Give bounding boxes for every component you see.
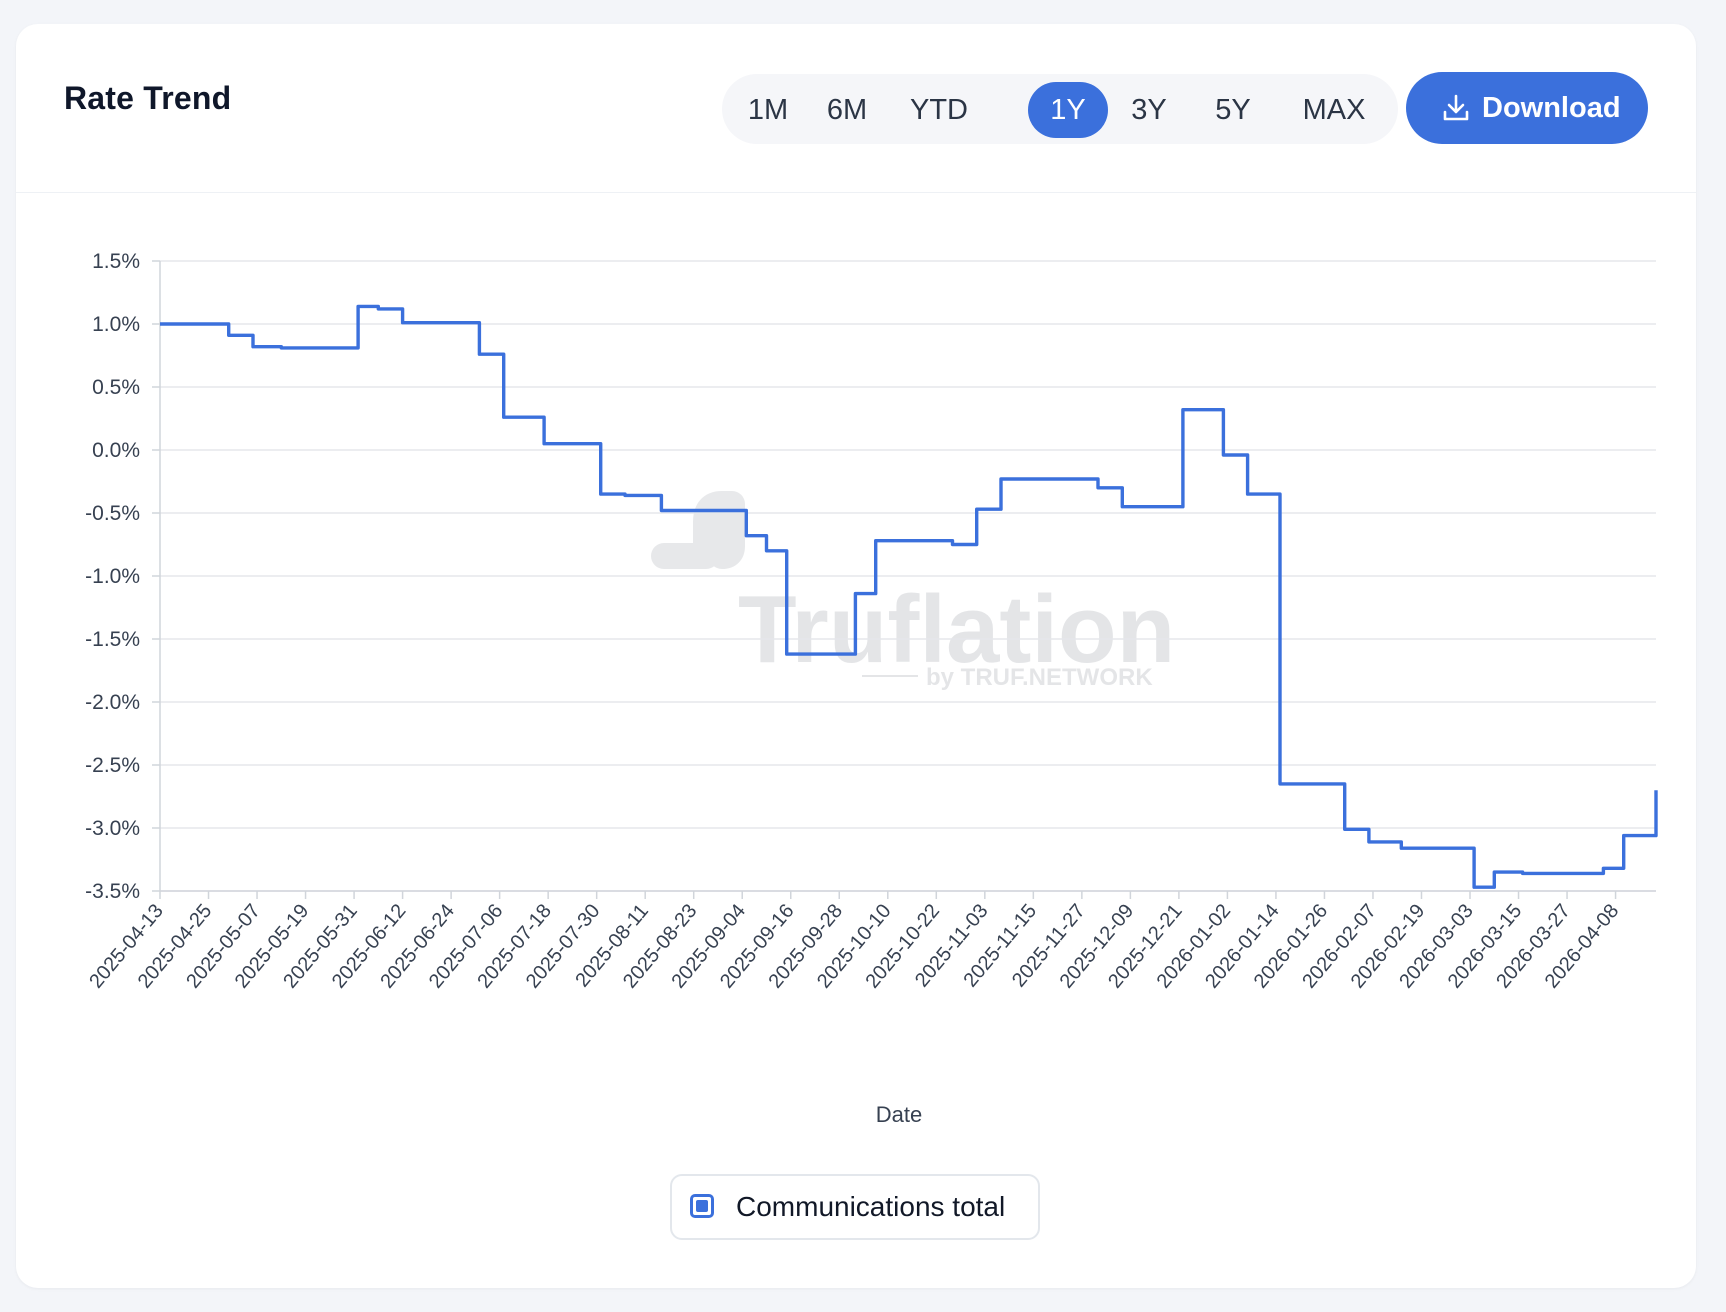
rate-trend-chart: Truflation by TRUF.NETWORK 1.5% 1.0% 0.5% 0… <box>85 250 1658 1127</box>
y-tick-label: -1.0% <box>85 565 140 588</box>
range-max-button[interactable]: MAX <box>1302 94 1366 126</box>
y-tick-label: 1.5% <box>92 250 140 273</box>
grid <box>160 260 1656 892</box>
y-tick-label: -0.5% <box>85 502 140 525</box>
chart-title: Rate Trend <box>64 80 232 116</box>
time-range-selector: 1M 6M YTD 1Y 3Y 5Y MAX <box>722 74 1398 144</box>
range-1y-button[interactable]: 1Y <box>1028 82 1108 138</box>
y-tick-label: -2.5% <box>85 754 140 777</box>
range-1m-button[interactable]: 1M <box>747 94 789 126</box>
series-layer <box>160 304 1658 889</box>
series-line-communications-total <box>160 304 1658 889</box>
legend-item[interactable]: Communications total <box>670 1174 1040 1240</box>
range-6m-button[interactable]: 6M <box>826 94 868 126</box>
download-icon <box>1443 94 1469 121</box>
watermark-sub: by TRUF.NETWORK <box>926 664 1153 691</box>
rate-trend-card: Rate Trend 1M 6M YTD 1Y 3Y 5Y MAX Downlo… <box>16 24 1696 1288</box>
download-button[interactable]: Download <box>1406 72 1648 144</box>
range-5y-button[interactable]: 5Y <box>1215 94 1251 126</box>
y-axis: 1.5% 1.0% 0.5% 0.0% -0.5% -1.0% -1.5% -2.0% -2.5… <box>85 250 161 903</box>
y-tick-label: 0.5% <box>92 376 140 399</box>
card-header: Rate Trend 1M 6M YTD 1Y 3Y 5Y MAX Downlo… <box>16 24 1696 193</box>
y-tick-label: -3.5% <box>85 880 140 903</box>
download-label: Download <box>1482 92 1621 124</box>
watermark-brand: Truflation <box>738 576 1175 683</box>
range-3y-button[interactable]: 3Y <box>1131 94 1167 126</box>
y-tick-label: -3.0% <box>85 817 140 840</box>
x-axis-title: Date <box>876 1102 922 1127</box>
watermark-logo <box>651 491 745 569</box>
y-tick-label: -2.0% <box>85 691 140 714</box>
range-ytd-button[interactable]: YTD <box>910 94 968 126</box>
legend-swatch <box>690 1194 714 1218</box>
y-tick-label: 0.0% <box>92 439 140 462</box>
watermark: Truflation by TRUF.NETWORK <box>651 491 1175 691</box>
y-tick-label: 1.0% <box>92 313 140 336</box>
legend-label: Communications total <box>736 1191 1006 1222</box>
x-axis: 2025-04-132025-04-252025-05-072025-05-19… <box>85 890 1656 993</box>
y-tick-label: -1.5% <box>85 628 140 651</box>
